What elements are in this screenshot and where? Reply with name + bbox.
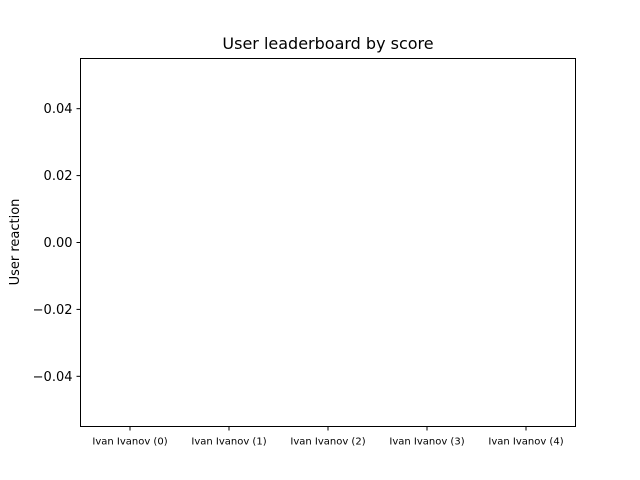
y-tick-label: 0.04 — [44, 102, 73, 117]
chart-title: User leaderboard by score — [222, 34, 433, 53]
x-axis-ticks: Ivan Ivanov (0) Ivan Ivanov (1) Ivan Ivano… — [92, 426, 564, 448]
y-axis-label: User reaction — [8, 199, 23, 286]
y-axis-ticks: −0.04 −0.02 0.00 0.02 0.04 — [33, 102, 81, 385]
x-tick-label: Ivan Ivanov (4) — [488, 437, 563, 448]
y-tick-label: −0.02 — [33, 303, 73, 318]
x-tick-label: Ivan Ivanov (3) — [389, 437, 464, 448]
x-tick-label: Ivan Ivanov (2) — [290, 437, 365, 448]
x-tick-label: Ivan Ivanov (0) — [92, 437, 167, 448]
plot-area-frame — [80, 58, 576, 427]
x-tick-label: Ivan Ivanov (1) — [191, 437, 266, 448]
y-tick-label: 0.02 — [44, 169, 73, 184]
y-tick-label: −0.04 — [33, 370, 73, 385]
y-tick-label: 0.00 — [44, 236, 73, 251]
